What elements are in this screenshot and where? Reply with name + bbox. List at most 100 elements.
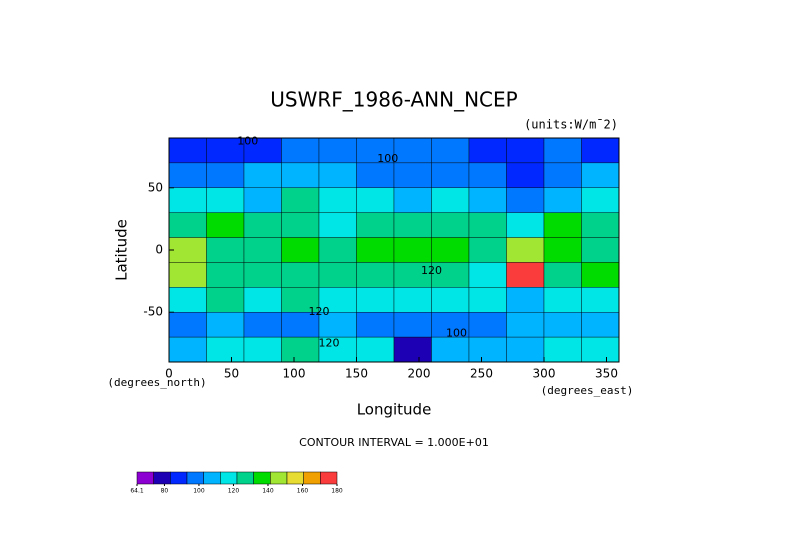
contour-cell xyxy=(281,137,320,164)
colorbar-box xyxy=(136,471,154,485)
y-axis-label: Latitude xyxy=(113,219,131,281)
contour-cell xyxy=(318,262,357,288)
colorbar-box xyxy=(220,471,238,485)
contour-cell xyxy=(431,237,470,263)
contour-cell xyxy=(581,137,620,164)
contour-cell xyxy=(318,137,357,164)
contour-cell xyxy=(281,187,320,213)
contour-cell xyxy=(206,187,245,213)
contour-cell xyxy=(243,336,282,363)
contour-cell xyxy=(393,287,432,313)
contour-cell xyxy=(468,336,507,363)
contour-cell xyxy=(506,162,545,188)
colorbar-box xyxy=(153,471,171,485)
contour-cell xyxy=(543,162,582,188)
colorbar-box xyxy=(303,471,321,485)
contour-cell xyxy=(581,262,620,288)
contour-cell xyxy=(206,162,245,188)
x-tick-label: 350 xyxy=(595,367,618,381)
contour-cell xyxy=(543,287,582,313)
contour-cell xyxy=(468,212,507,238)
x-unit: (degrees_east) xyxy=(541,384,634,397)
contour-cell xyxy=(431,262,470,288)
contour-cell xyxy=(506,137,545,164)
contour-cell xyxy=(168,312,207,338)
contour-cell xyxy=(581,237,620,263)
contour-cell xyxy=(318,187,357,213)
contour-cell xyxy=(206,262,245,288)
contour-cell xyxy=(393,212,432,238)
colorbar-label: 160 xyxy=(297,488,309,495)
contour-cell xyxy=(281,312,320,338)
contour-cell xyxy=(393,137,432,164)
contour-cell xyxy=(243,137,282,164)
contour-interval: CONTOUR INTERVAL = 1.000E+01 xyxy=(299,436,489,449)
colorbar-label: 100 xyxy=(193,488,205,495)
contour-cell xyxy=(431,212,470,238)
contour-cell xyxy=(393,262,432,288)
contour-cell xyxy=(506,312,545,338)
contour-label: 120 xyxy=(309,305,330,318)
y-tick-label: -50 xyxy=(143,305,163,319)
contour-cell xyxy=(243,187,282,213)
x-tick-label: 150 xyxy=(345,367,368,381)
colorbar-label: 140 xyxy=(262,488,274,495)
contour-cell xyxy=(356,162,395,188)
contour-cell xyxy=(468,187,507,213)
contour-cell xyxy=(581,336,620,363)
units: (units:W/m¯2) xyxy=(524,118,618,132)
contour-cell xyxy=(356,212,395,238)
contour-cell xyxy=(393,187,432,213)
contour-cell xyxy=(168,212,207,238)
chart-title: USWRF_1986-ANN_NCEP xyxy=(270,88,517,112)
contour-label: 100 xyxy=(446,326,467,339)
colorbar-label: 180 xyxy=(331,488,343,495)
colorbar-label: 80 xyxy=(161,488,169,495)
contour-cell xyxy=(318,162,357,188)
x-tick-label: 200 xyxy=(408,367,431,381)
contour-cell xyxy=(581,312,620,338)
contour-cell xyxy=(543,187,582,213)
colorbar-box xyxy=(320,471,338,485)
contour-cell xyxy=(206,312,245,338)
contour-cell xyxy=(506,212,545,238)
colorbar-box xyxy=(270,471,288,485)
contour-label: 120 xyxy=(319,336,340,349)
contour-cell xyxy=(431,187,470,213)
contour-label: 120 xyxy=(421,264,442,277)
contour-cell xyxy=(281,336,320,363)
contour-cell xyxy=(356,187,395,213)
contour-cell xyxy=(281,212,320,238)
contour-cell xyxy=(431,312,470,338)
contour-cell xyxy=(581,212,620,238)
x-tick-label: 250 xyxy=(470,367,493,381)
contour-cell xyxy=(168,162,207,188)
colorbar-box xyxy=(236,471,254,485)
contour-cell xyxy=(468,162,507,188)
contour-cell xyxy=(468,312,507,338)
contour-cell xyxy=(543,137,582,164)
contour-cell xyxy=(543,237,582,263)
contour-cell xyxy=(468,287,507,313)
contour-cell xyxy=(356,336,395,363)
colorbar-box xyxy=(203,471,221,485)
contour-cell xyxy=(393,237,432,263)
colorbar-box xyxy=(253,471,271,485)
colorbar-label: 64.1 xyxy=(130,488,144,495)
contour-cell xyxy=(543,312,582,338)
contour-cell xyxy=(506,237,545,263)
contour-cell xyxy=(468,137,507,164)
contour-cell xyxy=(243,312,282,338)
contour-cell xyxy=(281,162,320,188)
contour-cell xyxy=(168,262,207,288)
contour-cell xyxy=(206,287,245,313)
contour-cell xyxy=(356,262,395,288)
y-tick-label: 0 xyxy=(155,243,163,257)
contour-cell xyxy=(206,212,245,238)
contour-cell xyxy=(393,312,432,338)
contour-cell xyxy=(281,262,320,288)
contour-cell xyxy=(243,287,282,313)
contour-cell xyxy=(431,137,470,164)
